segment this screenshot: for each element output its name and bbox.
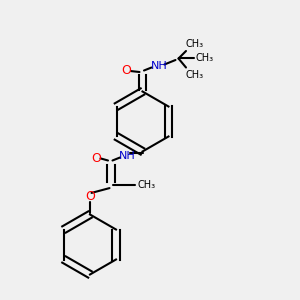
- Text: CH₃: CH₃: [186, 70, 204, 80]
- Text: O: O: [121, 64, 131, 77]
- Text: O: O: [85, 190, 95, 203]
- Text: NH: NH: [119, 151, 136, 161]
- Text: NH: NH: [151, 61, 167, 71]
- Text: O: O: [91, 152, 101, 166]
- Text: CH₃: CH₃: [195, 53, 213, 64]
- Text: CH₃: CH₃: [138, 179, 156, 190]
- Text: CH₃: CH₃: [186, 40, 204, 50]
